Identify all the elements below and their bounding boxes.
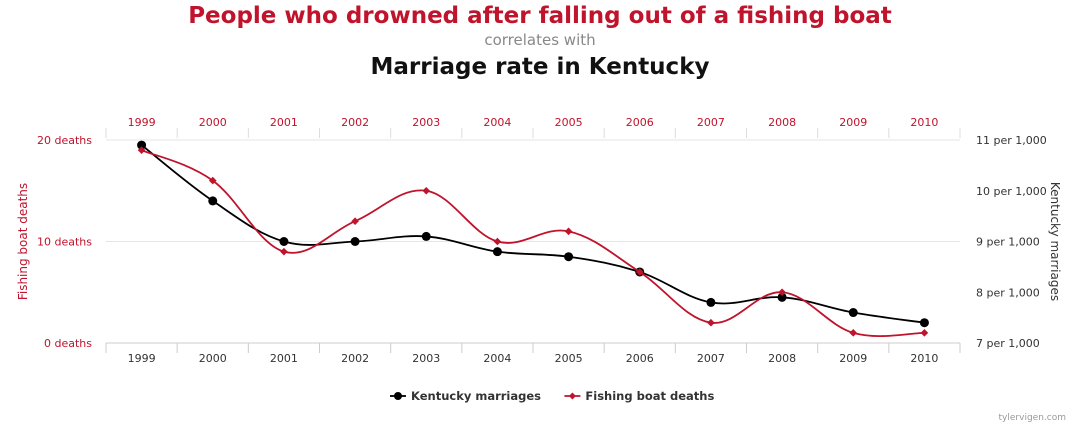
kentucky-marriages-point (848, 308, 858, 318)
top-axis-label: 2001 (270, 116, 298, 129)
top-axis-label: 2000 (199, 116, 227, 129)
kentucky-marriages-point (279, 237, 289, 246)
chart-title-secondary: Marriage rate in Kentucky (370, 54, 710, 80)
fishing-boat-deaths-point (707, 318, 715, 327)
top-axis-label: 2005 (555, 116, 583, 129)
top-axis-label: 2009 (839, 116, 867, 129)
fishing-boat-deaths-point (280, 247, 288, 256)
chart-title: People who drowned after falling out of … (188, 3, 892, 29)
legend-label-fishing-boat-deaths: Fishing boat deaths (585, 389, 714, 403)
fishing-boat-deaths-point (351, 217, 359, 225)
right-axis-tick-label: 9 per 1,000 (976, 236, 1040, 249)
legend-swatch-marker (568, 392, 576, 400)
bottom-axis-label: 2004 (483, 352, 511, 365)
right-axis-tick-label: 11 per 1,000 (976, 134, 1047, 147)
bottom-axis-label: 2005 (555, 352, 583, 365)
fishing-boat-deaths-point (208, 176, 217, 185)
chart-subtitle: correlates with (484, 31, 596, 49)
fishing-boat-deaths-point (849, 329, 858, 337)
legend-swatch-marker (394, 392, 402, 400)
top-axis-label: 2010 (910, 116, 938, 129)
fishing-boat-deaths-point (564, 227, 573, 236)
bottom-axis-label: 2008 (768, 352, 796, 365)
top-axis-label: 2007 (697, 116, 725, 129)
left-axis-tick-label: 0 deaths (44, 337, 92, 350)
top-axis-label: 2003 (412, 116, 440, 129)
fishing-boat-deaths-point (778, 288, 786, 297)
fishing-boat-deaths-point (493, 237, 502, 246)
top-axis-label: 2008 (768, 116, 796, 129)
left-axis-title: Fishing boat deaths (16, 183, 30, 300)
right-axis-title: Kentucky marriages (1048, 182, 1062, 301)
fishing-boat-deaths-point (635, 268, 644, 276)
fishing-boat-deaths-point (422, 186, 431, 195)
right-axis-tick-label: 8 per 1,000 (976, 286, 1040, 299)
kentucky-marriages-point (564, 252, 574, 262)
left-axis-tick-label: 20 deaths (37, 134, 92, 147)
watermark: tylervigen.com (998, 413, 1066, 423)
fishing-boat-deaths-line (141, 149, 925, 337)
top-axis-label: 2006 (626, 116, 654, 129)
left-axis-tick-label: 10 deaths (37, 236, 92, 249)
kentucky-marriages-point (208, 196, 218, 206)
right-axis-tick-label: 10 per 1,000 (976, 185, 1047, 198)
top-axis-label: 2002 (341, 116, 369, 129)
kentucky-marriages-point (421, 231, 431, 241)
bottom-axis-label: 2000 (199, 352, 227, 365)
bottom-axis-label: 2003 (412, 352, 440, 365)
bottom-axis-label: 2010 (910, 352, 938, 365)
kentucky-marriages-point (137, 140, 147, 150)
kentucky-marriages-point (492, 247, 502, 257)
bottom-axis-label: 2007 (697, 352, 725, 365)
fishing-boat-deaths-point (920, 329, 929, 337)
legend-label-kentucky-marriages: Kentucky marriages (411, 389, 541, 403)
bottom-axis-label: 2006 (626, 352, 654, 365)
bottom-axis-label: 1999 (128, 352, 156, 365)
bottom-axis-label: 2009 (839, 352, 867, 365)
bottom-axis-label: 2002 (341, 352, 369, 365)
right-axis-tick-label: 7 per 1,000 (976, 337, 1040, 350)
kentucky-marriages-point (350, 237, 360, 246)
kentucky-marriages-point (777, 292, 787, 302)
top-axis-label: 1999 (128, 116, 156, 129)
kentucky-marriages-point (919, 318, 929, 328)
fishing-boat-deaths-point (137, 146, 146, 154)
bottom-axis-label: 2001 (270, 352, 298, 365)
top-axis-label: 2004 (483, 116, 511, 129)
kentucky-marriages-point (706, 297, 716, 307)
